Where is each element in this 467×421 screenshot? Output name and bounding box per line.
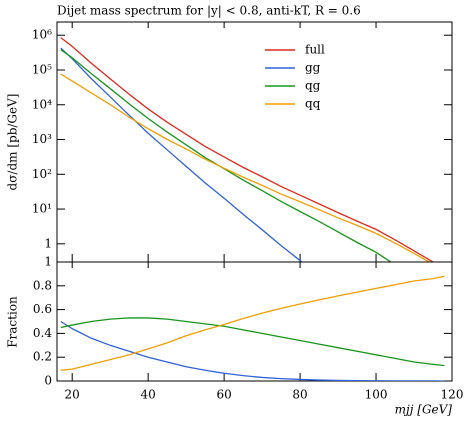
y-tick-label: 10⁴ bbox=[32, 97, 52, 111]
x-tick-label: 40 bbox=[141, 388, 156, 402]
y-tick-label: 10⁶ bbox=[32, 28, 52, 42]
series-line bbox=[60, 73, 431, 262]
series-line bbox=[60, 49, 393, 262]
y-tick-label: 1 bbox=[44, 255, 52, 269]
y-axis-label: Fraction bbox=[6, 296, 20, 348]
y-tick-label: 0.6 bbox=[33, 302, 52, 316]
x-tick-label: 20 bbox=[65, 388, 80, 402]
plot-area bbox=[60, 275, 445, 381]
legend-label: qg bbox=[305, 79, 321, 93]
series-line bbox=[60, 317, 445, 367]
y-tick-label: 10³ bbox=[32, 132, 52, 146]
x-tick-label: 60 bbox=[216, 388, 231, 402]
y-tick-label: 0.2 bbox=[33, 350, 52, 364]
y-axis-label: dσ/dm [pb/GeV] bbox=[6, 94, 20, 191]
plot-area bbox=[60, 37, 435, 262]
x-tick-label: 120 bbox=[441, 388, 464, 402]
chart-title: Dijet mass spectrum for |y| < 0.8, anti-… bbox=[57, 4, 361, 18]
series-line bbox=[60, 37, 435, 262]
x-tick-label: 80 bbox=[292, 388, 307, 402]
x-tick-label: 100 bbox=[365, 388, 388, 402]
legend-label: full bbox=[305, 43, 325, 57]
legend-label: gg bbox=[305, 61, 321, 75]
legend-label: qq bbox=[305, 97, 321, 111]
y-tick-label: 10¹ bbox=[32, 202, 52, 216]
series-line bbox=[60, 47, 303, 262]
y-tick-label: 10⁵ bbox=[32, 62, 52, 76]
series-line bbox=[60, 320, 445, 381]
plot-frame bbox=[56, 261, 453, 382]
y-tick-label: 0.8 bbox=[33, 278, 52, 292]
y-tick-label: 10² bbox=[32, 167, 52, 181]
y-tick-label: 1 bbox=[44, 236, 52, 250]
x-axis-label: mjj [GeV] bbox=[395, 403, 453, 417]
plot-frame bbox=[56, 21, 453, 263]
y-tick-label: 0 bbox=[44, 374, 52, 388]
y-tick-label: 0.4 bbox=[33, 326, 52, 340]
series-line bbox=[60, 275, 445, 371]
